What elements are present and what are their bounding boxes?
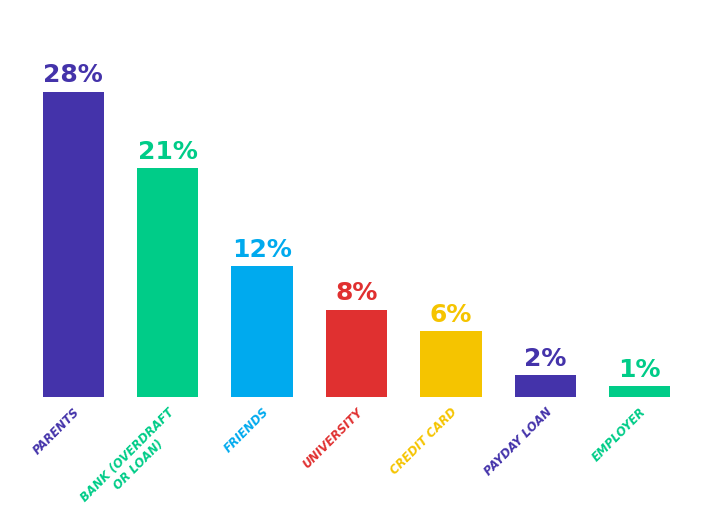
Text: EMPLOYER: EMPLOYER <box>590 405 649 464</box>
Text: PAYDAY LOAN: PAYDAY LOAN <box>482 405 555 478</box>
Text: PARENTS: PARENTS <box>31 405 83 457</box>
Bar <box>43 92 104 397</box>
Text: CREDIT CARD: CREDIT CARD <box>389 405 460 477</box>
Text: 6%: 6% <box>430 303 472 327</box>
Text: 12%: 12% <box>232 238 292 262</box>
Bar <box>609 386 670 397</box>
Bar <box>515 375 576 397</box>
Text: FRIENDS: FRIENDS <box>222 405 271 455</box>
Text: 28%: 28% <box>43 63 103 87</box>
Text: 2%: 2% <box>524 346 567 371</box>
Bar <box>137 168 198 397</box>
Text: 1%: 1% <box>618 358 661 381</box>
Text: BANK (OVERDRAFT
OR LOAN): BANK (OVERDRAFT OR LOAN) <box>78 405 188 515</box>
Text: 8%: 8% <box>335 281 378 305</box>
Text: UNIVERSITY: UNIVERSITY <box>300 405 366 471</box>
Text: 21%: 21% <box>138 140 198 163</box>
Bar <box>232 266 293 397</box>
Bar <box>326 309 387 397</box>
Bar <box>420 331 481 397</box>
